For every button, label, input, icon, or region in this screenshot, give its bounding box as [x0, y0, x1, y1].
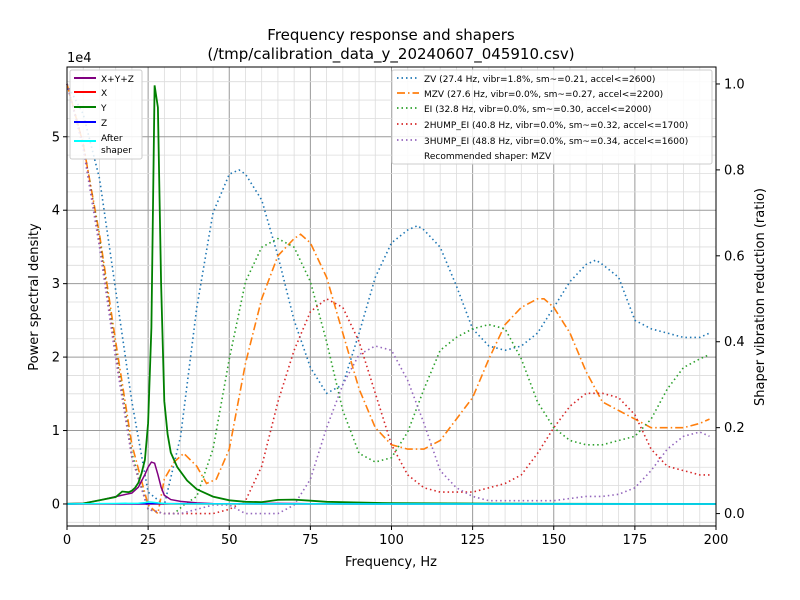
psd-legend-label-z: Z	[101, 119, 107, 129]
grid	[67, 67, 716, 526]
psd-legend-label-after-shaper-1: After	[101, 134, 123, 144]
shaper-legend-label-zv: ZV (27.4 Hz, vibr=1.8%, sm~=0.21, accel<…	[424, 75, 655, 85]
shaper-series-2hump-ei	[66, 83, 710, 515]
psd-legend: X+Y+Z X Y Z After shaper	[69, 69, 143, 160]
chart-title-line2: (/tmp/calibration_data_y_20240607_045910…	[207, 45, 574, 64]
x-axis: 0 25 50 75 100 125 150 175 200	[63, 526, 729, 548]
psd-series-y	[66, 85, 717, 505]
y-tick-label: 0	[52, 497, 60, 512]
y2-tick-label: 0.6	[724, 249, 745, 264]
y-axis-label: Power spectral density	[27, 223, 42, 371]
psd-series-after-shaper	[66, 501, 716, 505]
y-axis-right: 0.0 0.2 0.4 0.6 0.8 1.0	[716, 77, 745, 522]
y2-axis-label: Shaper vibration reduction (ratio)	[753, 188, 768, 406]
x-axis-label: Frequency, Hz	[345, 555, 437, 570]
y-tick-label: 5	[52, 130, 60, 145]
x-tick-label: 150	[541, 533, 566, 548]
shaper-legend-box	[391, 69, 713, 165]
psd-legend-label-xyz: X+Y+Z	[101, 75, 134, 85]
x-tick-label: 200	[704, 533, 729, 548]
y-multiplier-label: 1e4	[67, 51, 92, 66]
y-axis-left: 0 1 2 3 4 5	[52, 130, 67, 512]
shaper-legend-label-ei: EI (32.8 Hz, vibr=0.0%, sm~=0.30, accel<…	[424, 105, 651, 115]
shaper-legend-label-3hump-ei: 3HUMP_EI (48.8 Hz, vibr=0.0%, sm~=0.34, …	[424, 137, 688, 147]
shaper-legend-label-mzv: MZV (27.6 Hz, vibr=0.0%, sm~=0.27, accel…	[424, 90, 663, 100]
x-tick-label: 50	[221, 533, 238, 548]
x-tick-label: 0	[63, 533, 71, 548]
x-tick-label: 175	[622, 533, 647, 548]
y2-tick-label: 0.8	[724, 163, 745, 178]
y2-tick-label: 0.0	[724, 507, 745, 522]
x-tick-label: 75	[302, 533, 319, 548]
shaper-legend: ZV (27.4 Hz, vibr=1.8%, sm~=0.21, accel<…	[391, 69, 713, 165]
shaper-curves	[66, 83, 710, 516]
y2-tick-label: 0.4	[724, 335, 745, 350]
psd-curves	[66, 85, 717, 505]
shaper-series-mzv	[66, 83, 710, 516]
y2-tick-label: 1.0	[724, 77, 745, 92]
recommended-shaper-note: Recommended shaper: MZV	[424, 152, 552, 162]
psd-legend-label-y: Y	[100, 104, 107, 114]
x-tick-label: 25	[140, 533, 157, 548]
psd-legend-label-after-shaper-2: shaper	[101, 146, 132, 156]
chart-title-line1: Frequency response and shapers	[267, 26, 515, 44]
psd-legend-label-x: X	[101, 89, 107, 99]
x-tick-label: 125	[460, 533, 485, 548]
y-tick-label: 2	[52, 351, 60, 366]
y-tick-label: 4	[52, 204, 60, 219]
y2-tick-label: 0.2	[724, 421, 745, 436]
y-tick-label: 1	[52, 424, 60, 439]
x-tick-label: 100	[379, 533, 404, 548]
shaper-legend-label-2hump-ei: 2HUMP_EI (40.8 Hz, vibr=0.0%, sm~=0.32, …	[424, 121, 688, 131]
y-tick-label: 3	[52, 277, 60, 292]
